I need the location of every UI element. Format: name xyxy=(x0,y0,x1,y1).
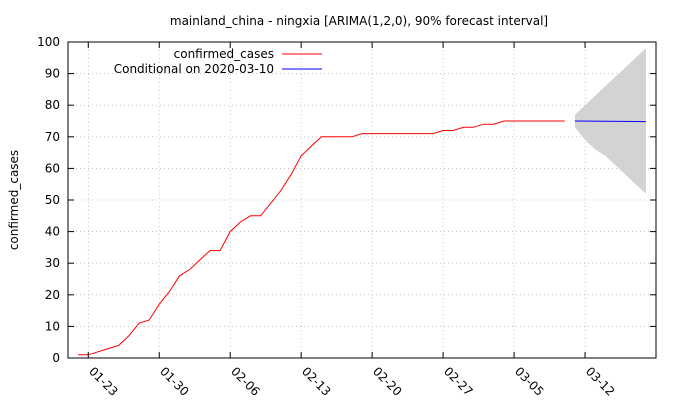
series-line-confirmed-cases xyxy=(78,120,565,356)
series-lines xyxy=(78,120,646,356)
y-tick-label: 80 xyxy=(45,98,60,112)
legend-label-confirmed-cases: confirmed_cases xyxy=(174,47,274,61)
y-tick-label: 0 xyxy=(52,351,60,365)
y-tick-label: 30 xyxy=(45,256,60,270)
y-tick-label: 90 xyxy=(45,67,60,81)
y-tick-label: 40 xyxy=(45,225,60,239)
y-axis-label: confirmed_cases xyxy=(7,150,21,250)
x-tick-label: 03-05 xyxy=(512,364,547,399)
legend-label-conditional: Conditional on 2020-03-10 xyxy=(114,62,274,76)
chart-title: mainland_china - ningxia [ARIMA(1,2,0), … xyxy=(170,14,548,28)
series-line-conditional-forecast xyxy=(574,120,646,123)
y-tick-label: 50 xyxy=(45,193,60,207)
y-tick-label: 10 xyxy=(45,319,60,333)
y-tick-label: 100 xyxy=(37,35,60,49)
y-tick-label: 20 xyxy=(45,288,60,302)
x-tick-label: 02-06 xyxy=(228,364,263,399)
x-tick-label: 01-30 xyxy=(157,364,192,399)
x-tick-label: 02-27 xyxy=(441,364,476,399)
x-tick-label: 01-23 xyxy=(86,364,121,399)
x-tick-label: 03-12 xyxy=(583,364,618,399)
axis-ticks: 0 10 20 30 40 50 60 70 80 90 100 01-23 01-30 02-06 02-… xyxy=(37,35,656,399)
x-tick-label: 02-20 xyxy=(370,364,405,399)
x-tick-label: 02-13 xyxy=(299,364,334,399)
legend: confirmed_cases Conditional on 2020-03-1… xyxy=(114,47,322,76)
y-tick-label: 70 xyxy=(45,130,60,144)
y-tick-label: 60 xyxy=(45,161,60,175)
grid-lines xyxy=(68,42,656,358)
